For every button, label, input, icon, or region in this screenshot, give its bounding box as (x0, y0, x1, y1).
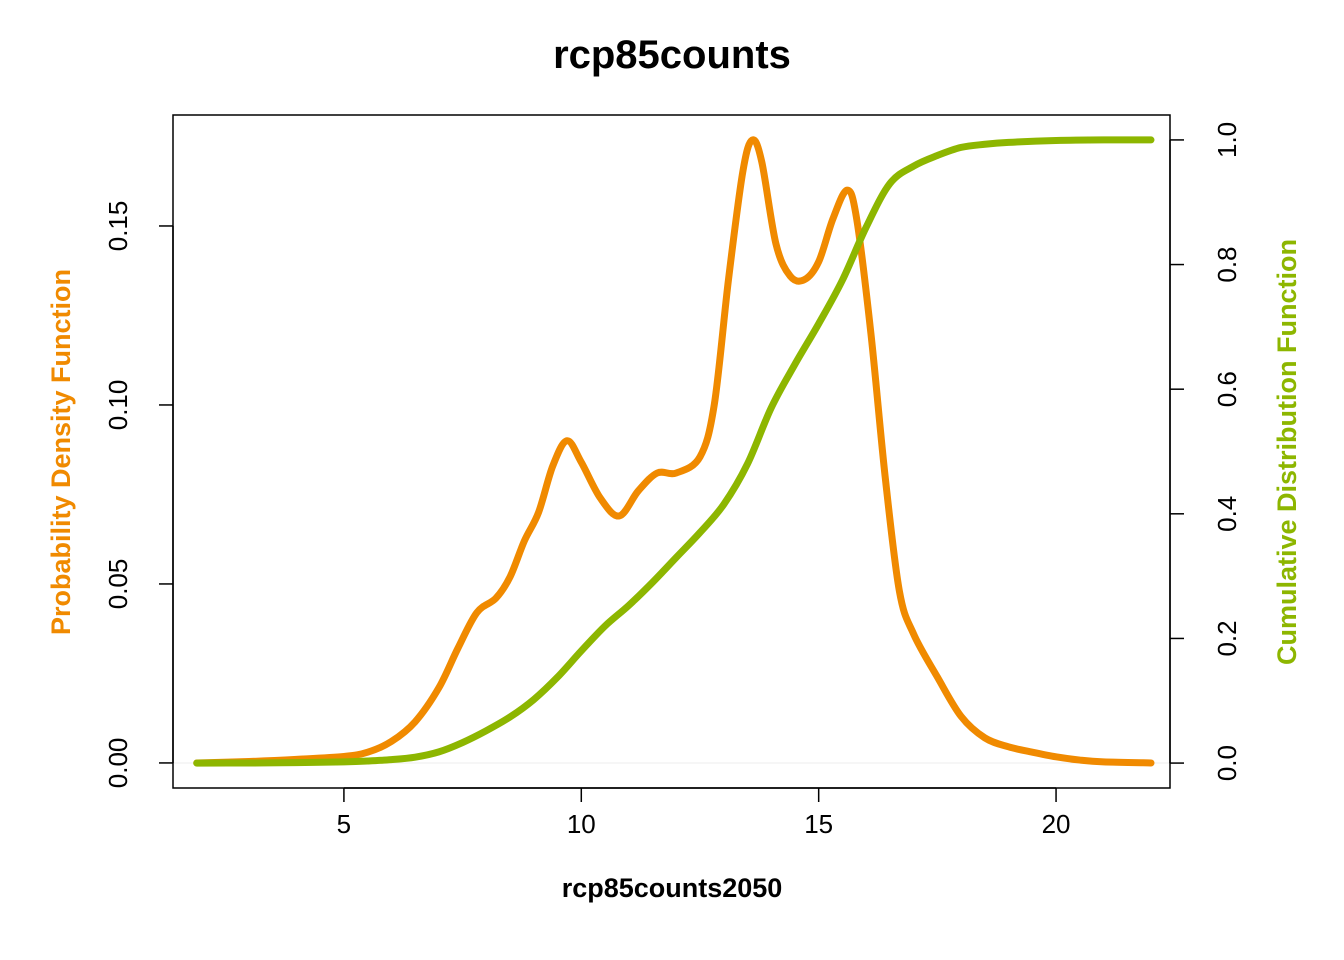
left-y-axis-label: Probability Density Function (46, 269, 76, 635)
right-y-axis-label: Cumulative Distribution Function (1272, 239, 1302, 665)
x-tick-label: 10 (567, 809, 596, 839)
plot-area (173, 136, 1170, 767)
axes: 5 10 15 20 0.00 0.05 0.10 0.15 0.0 0.2 0.4 0.6 0.8 1.… (103, 122, 1242, 839)
right-y-tick-label: 0.4 (1212, 496, 1242, 532)
left-y-tick-label: 0.15 (103, 201, 133, 252)
x-tick-label: 20 (1042, 809, 1071, 839)
left-y-tick-label: 0.00 (103, 738, 133, 789)
right-y-tick-label: 0.2 (1212, 620, 1242, 656)
left-y-tick-label: 0.05 (103, 559, 133, 610)
x-tick-label: 5 (337, 809, 351, 839)
left-y-tick-label: 0.10 (103, 380, 133, 431)
right-y-tick-label: 0.8 (1212, 246, 1242, 282)
right-y-tick-label: 1.0 (1212, 122, 1242, 158)
x-tick-label: 15 (804, 809, 833, 839)
cdf-series-line (193, 136, 1155, 767)
right-y-tick-label: 0.0 (1212, 745, 1242, 781)
plot-frame (172, 114, 1171, 789)
right-y-tick-label: 0.6 (1212, 371, 1242, 407)
x-axis-label: rcp85counts2050 (562, 873, 783, 903)
pdf-series-line (193, 136, 1155, 767)
chart-title: rcp85counts (553, 33, 791, 77)
